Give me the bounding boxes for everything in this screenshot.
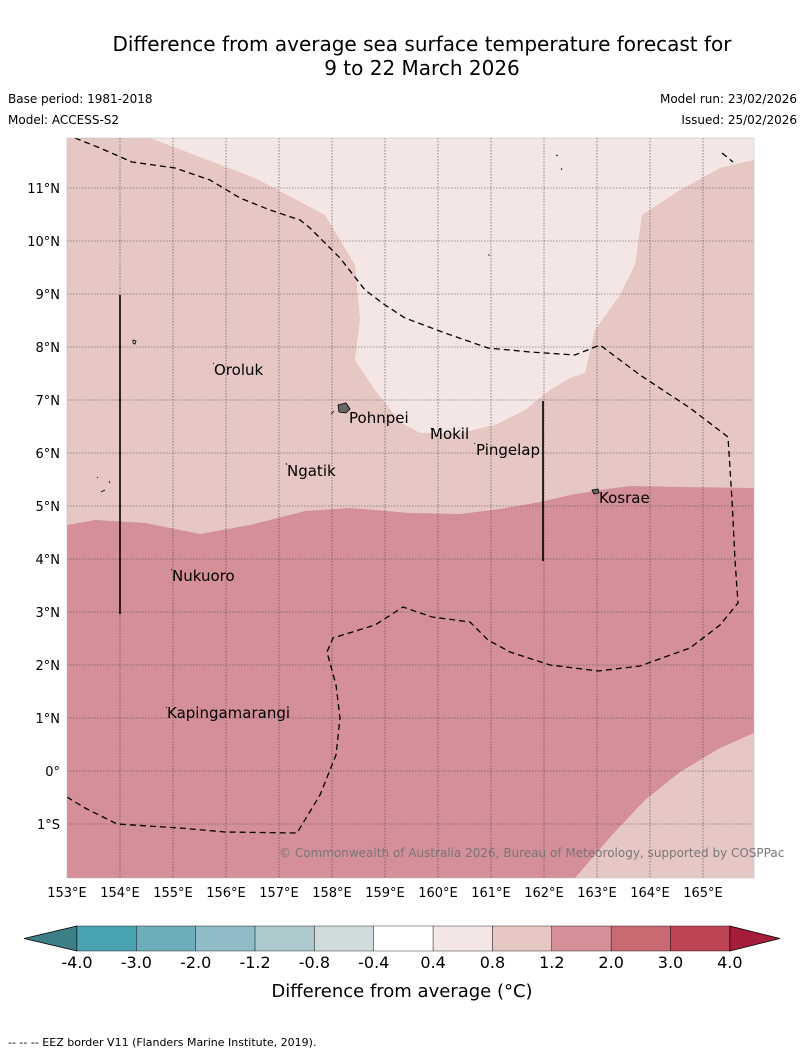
lon-label: 158°E [312, 886, 352, 901]
colorbar-tick-label: 1.2 [539, 953, 564, 972]
place-pohnpei: Pohnpei [349, 409, 409, 427]
lon-label: 159°E [365, 886, 405, 901]
islet-marks [96, 154, 563, 709]
colorbar-swatch [551, 925, 612, 952]
colorbar-swatch [610, 925, 671, 952]
colorbar-swatch [76, 925, 137, 952]
lon-axis-labels: 153°E 154°E 155°E 156°E 157°E 158°E 159°E 160°E… [47, 886, 723, 901]
colorbar-tick-label: -2.0 [180, 953, 211, 972]
colorbar-tick-label: -0.8 [299, 953, 330, 972]
anomaly-band-1.2-2.0 [67, 486, 754, 878]
lon-label: 164°E [630, 886, 670, 901]
lat-label: 10°N [27, 235, 60, 250]
place-mokil: Mokil [430, 425, 469, 443]
lon-label: 162°E [524, 886, 564, 901]
lat-label: 9°N [36, 288, 61, 303]
colorbar-tick-label: 0.8 [480, 953, 505, 972]
place-nukuoro: Nukuoro [172, 567, 235, 585]
lon-label: 154°E [100, 886, 140, 901]
place-ngatik: Ngatik [287, 462, 336, 480]
model-name: Model: ACCESS-S2 [8, 113, 120, 127]
colorbar-swatch [670, 925, 731, 952]
issued-date: Issued: 25/02/2026 [681, 113, 797, 127]
lon-label: 156°E [206, 886, 246, 901]
colorbar-swatch [432, 925, 493, 952]
lat-axis-labels: 11°N 10°N 9°N 8°N 7°N 6°N 5°N 4°N 3°N 2°N 1°N 0° 1°S [27, 182, 60, 833]
colorbar-ticks: -4.0 -3.0 -2.0 -1.2 -0.8 -0.4 0.4 0.8 1.2 2.0 3.0 4… [61, 953, 742, 972]
lat-label: 3°N [36, 606, 61, 621]
place-kapingamarangi: Kapingamarangi [167, 704, 290, 722]
lat-label: 8°N [36, 341, 61, 356]
lon-label: 157°E [259, 886, 299, 901]
colorbar-tick-label: 2.0 [598, 953, 623, 972]
eez-legend: -- -- -- EEZ border V11 (Flanders Marine… [8, 1036, 317, 1049]
colorbar-swatch [492, 925, 553, 952]
eez-border [67, 138, 739, 834]
place-kosrae: Kosrae [599, 489, 650, 507]
lat-label: 5°N [36, 500, 61, 515]
colorbar-swatch [195, 925, 256, 952]
lon-label: 155°E [153, 886, 193, 901]
lat-label: 11°N [27, 182, 60, 197]
base-period: Base period: 1981-2018 [8, 92, 153, 106]
colorbar-swatch [373, 925, 434, 952]
colorbar-tick-label: -4.0 [61, 953, 92, 972]
lat-gridlines [67, 187, 754, 825]
place-pingelap: Pingelap [476, 441, 540, 459]
colorbar-tick-label: -3.0 [121, 953, 152, 972]
lon-label: 153°E [47, 886, 87, 901]
map-field [67, 138, 754, 878]
lon-label: 165°E [683, 886, 723, 901]
place-labels: Oroluk Pohnpei Mokil Pingelap Ngatik Kos… [167, 361, 650, 722]
lat-label: 1°N [36, 712, 61, 727]
colorbar-label: Difference from average (°C) [271, 981, 532, 1002]
lon-label: 163°E [577, 886, 617, 901]
place-oroluk: Oroluk [214, 361, 263, 379]
lon-label: 161°E [471, 886, 511, 901]
chart-title: Difference from average sea surface temp… [0, 32, 804, 80]
model-run: Model run: 23/02/2026 [659, 92, 797, 106]
colorbar-swatch [136, 925, 196, 952]
colorbar-tick-label: 3.0 [658, 953, 683, 972]
map-frame [66, 137, 755, 879]
lat-label: 1°S [37, 818, 60, 833]
lon-label: 160°E [418, 886, 458, 901]
title-line-2: 9 to 22 March 2026 [324, 56, 520, 80]
lat-label: 2°N [36, 659, 61, 674]
colorbar-extend-high [729, 925, 781, 952]
lat-label: 7°N [36, 394, 61, 409]
copyright-credit: © Commonwealth of Australia 2026, Bureau… [279, 846, 784, 860]
title-line-1: Difference from average sea surface temp… [112, 32, 732, 56]
kosrae-island [591, 488, 600, 495]
colorbar-tick-label: 0.4 [420, 953, 445, 972]
colorbar-swatch [314, 925, 374, 952]
colorbar-extend-low [23, 925, 78, 952]
lat-label: 4°N [36, 553, 61, 568]
colorbar-tick-label: -0.4 [358, 953, 389, 972]
colorbar-swatches [23, 925, 781, 952]
colorbar-tick-label: 4.0 [717, 953, 742, 972]
colorbar-swatch [254, 925, 315, 952]
pohnpei-island [337, 402, 351, 414]
colorbar: -4.0 -3.0 -2.0 -1.2 -0.8 -0.4 0.4 0.8 1.2 2.0 3.0 4… [23, 925, 781, 1002]
lat-label: 6°N [36, 447, 61, 462]
colorbar-tick-label: -1.2 [239, 953, 270, 972]
anomaly-band-0.4-0.8 [150, 138, 754, 433]
eez-border-north-east [721, 152, 734, 163]
lat-label: 0° [45, 765, 60, 780]
